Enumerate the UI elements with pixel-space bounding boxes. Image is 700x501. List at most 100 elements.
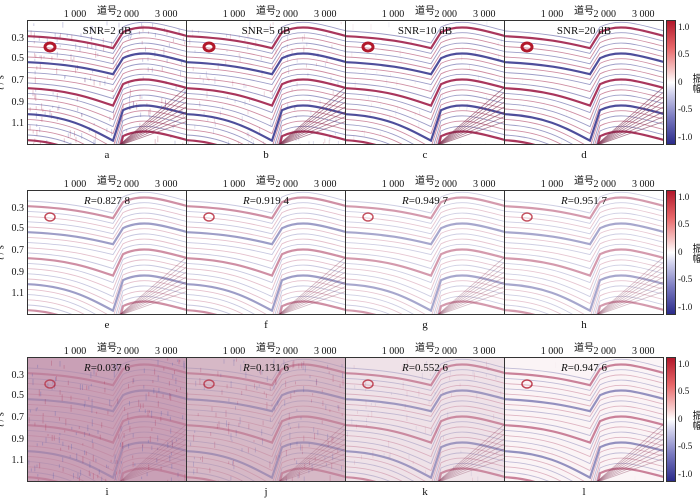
seismic-panel: R=0.949 7 bbox=[345, 190, 505, 315]
panel-annotation: R=0.951 7 bbox=[505, 195, 663, 207]
colorbar-tick: 0.5 bbox=[678, 219, 690, 229]
seismic-panel: R=0.037 6 bbox=[27, 357, 187, 482]
seismic-panel: R=0.827 8 bbox=[27, 190, 187, 315]
top-axis-label: 道号 bbox=[256, 343, 276, 354]
top-axis-label: 道号 bbox=[97, 343, 117, 354]
top-axis-label: 道号 bbox=[415, 176, 435, 187]
panel-annotation: SNR=2 dB bbox=[28, 25, 186, 37]
colorbar bbox=[666, 357, 676, 482]
panel-letter: g bbox=[422, 319, 428, 331]
x-tick-label: 2 000 bbox=[434, 346, 458, 357]
top-axis-label: 道号 bbox=[97, 176, 117, 187]
x-tick-label: 1 000 bbox=[222, 9, 246, 20]
top-axis-label: 道号 bbox=[415, 343, 435, 354]
x-tick-label: 3 000 bbox=[631, 9, 655, 20]
top-axis-label: 道号 bbox=[574, 6, 594, 17]
top-axis-label: 道号 bbox=[256, 6, 276, 17]
y-tick-label: 1.1 bbox=[11, 117, 25, 129]
y-tick-label: 0.7 bbox=[11, 412, 25, 424]
panel-letter: e bbox=[104, 319, 110, 331]
colorbar-tick: 0 bbox=[678, 413, 683, 424]
y-tick-label: 0.9 bbox=[11, 433, 25, 445]
top-x-ticks: 1 000 2 000 3 000 bbox=[27, 346, 187, 358]
colorbar-tick: -1.0 bbox=[678, 131, 693, 142]
y-axis-label: t / s bbox=[0, 245, 7, 259]
x-tick-label: 1 000 bbox=[540, 9, 564, 20]
seismic-image bbox=[187, 21, 345, 144]
x-tick-label: 2 000 bbox=[593, 9, 617, 20]
colorbar-label: 振幅 bbox=[690, 242, 700, 263]
seismic-panel: R=0.131 6 bbox=[186, 357, 346, 482]
x-tick-label: 2 000 bbox=[434, 9, 458, 20]
seismic-panel: SNR=10 dB bbox=[345, 20, 505, 145]
panel-letter: h bbox=[581, 319, 587, 331]
annotation-variable: R bbox=[561, 362, 568, 374]
seismic-image bbox=[505, 21, 663, 144]
x-tick-label: 2 000 bbox=[275, 346, 299, 357]
annotation-variable: R bbox=[561, 195, 568, 207]
x-tick-label: 1 000 bbox=[63, 9, 87, 20]
y-tick-label: 1.1 bbox=[11, 454, 25, 466]
annotation-variable: R bbox=[402, 362, 409, 374]
annotation-value: =0.919 4 bbox=[249, 195, 289, 207]
y-axis-unit: / s bbox=[0, 75, 7, 87]
y-tick-label: 0.5 bbox=[11, 389, 25, 401]
x-tick-label: 3 000 bbox=[154, 9, 178, 20]
top-axis-label: 道号 bbox=[574, 176, 594, 187]
y-axis-unit: / s bbox=[0, 412, 7, 424]
annotation-variable: R bbox=[84, 195, 91, 207]
x-tick-label: 2 000 bbox=[116, 346, 140, 357]
x-tick-label: 3 000 bbox=[313, 346, 337, 357]
x-tick-label: 2 000 bbox=[434, 179, 458, 190]
y-tick-label: 0.3 bbox=[11, 202, 25, 214]
panel-letter: l bbox=[582, 486, 586, 498]
seismic-image bbox=[346, 358, 504, 481]
seismic-image bbox=[28, 358, 186, 481]
annotation-value: =0.951 7 bbox=[567, 195, 607, 207]
annotation-value: =0.949 7 bbox=[408, 195, 448, 207]
annotation-value: =0.037 6 bbox=[90, 362, 130, 374]
x-tick-label: 3 000 bbox=[631, 346, 655, 357]
panel-annotation: R=0.037 6 bbox=[28, 362, 186, 374]
y-tick-label: 0.3 bbox=[11, 32, 25, 44]
y-tick-label: 0.9 bbox=[11, 266, 25, 278]
y-axis-unit: / s bbox=[0, 245, 7, 257]
x-tick-label: 2 000 bbox=[593, 179, 617, 190]
y-tick-label: 0.5 bbox=[11, 222, 25, 234]
top-x-ticks: 1 000 2 000 3 000 bbox=[27, 179, 187, 191]
x-tick-label: 3 000 bbox=[472, 9, 496, 20]
top-x-ticks: 1 000 2 000 3 000 bbox=[345, 179, 505, 191]
colorbar-tick: -1.0 bbox=[678, 301, 693, 312]
top-x-ticks: 1 000 2 000 3 000 bbox=[345, 346, 505, 358]
seismic-image bbox=[346, 21, 504, 144]
panel-letter: d bbox=[581, 149, 587, 161]
top-x-ticks: 1 000 2 000 3 000 bbox=[345, 9, 505, 21]
x-tick-label: 3 000 bbox=[154, 179, 178, 190]
x-tick-label: 2 000 bbox=[116, 179, 140, 190]
top-x-ticks: 1 000 2 000 3 000 bbox=[186, 179, 346, 191]
colorbar-tick: -0.5 bbox=[678, 274, 693, 284]
x-tick-label: 1 000 bbox=[63, 179, 87, 190]
top-x-ticks: 1 000 2 000 3 000 bbox=[504, 179, 664, 191]
x-tick-label: 1 000 bbox=[381, 179, 405, 190]
top-x-ticks: 1 000 2 000 3 000 bbox=[186, 9, 346, 21]
annotation-variable: R bbox=[402, 195, 409, 207]
x-tick-label: 1 000 bbox=[222, 179, 246, 190]
annotation-value: SNR=5 dB bbox=[241, 25, 291, 37]
x-tick-label: 1 000 bbox=[540, 346, 564, 357]
colorbar bbox=[666, 190, 676, 315]
panel-annotation: R=0.131 6 bbox=[187, 362, 345, 374]
annotation-value: =0.131 6 bbox=[249, 362, 289, 374]
seismic-panel: R=0.947 6 bbox=[504, 357, 664, 482]
y-tick-label: 0.3 bbox=[11, 369, 25, 381]
top-axis-label: 道号 bbox=[574, 343, 594, 354]
colorbar-tick: 1.0 bbox=[678, 358, 690, 369]
annotation-value: SNR=20 dB bbox=[556, 25, 612, 37]
colorbar-label: 振幅 bbox=[690, 72, 700, 93]
panel-letter: i bbox=[105, 486, 109, 498]
top-x-ticks: 1 000 2 000 3 000 bbox=[504, 346, 664, 358]
x-tick-label: 2 000 bbox=[275, 9, 299, 20]
seismic-image bbox=[346, 191, 504, 314]
seismic-image bbox=[187, 191, 345, 314]
x-tick-label: 3 000 bbox=[313, 179, 337, 190]
